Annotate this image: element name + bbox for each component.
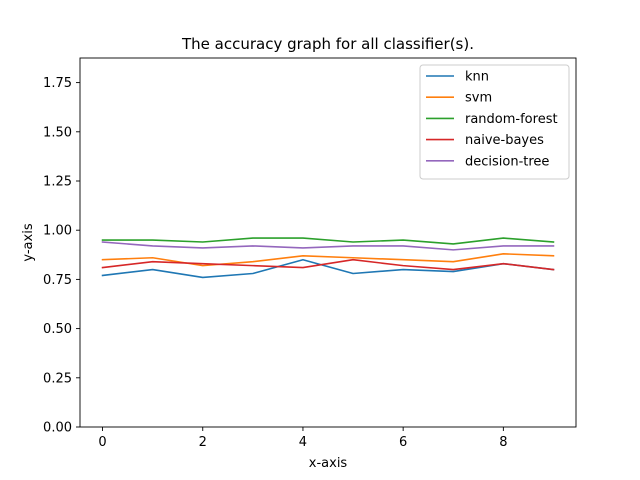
legend-label-naive-bayes: naive-bayes bbox=[465, 133, 544, 148]
series-line-knn bbox=[101, 258, 555, 279]
y-tick-label: 0.25 bbox=[43, 371, 72, 386]
y-tick-label: 1.75 bbox=[43, 76, 72, 91]
legend: knn svm random-forest naive-bayes decision-t… bbox=[419, 64, 570, 180]
series-line-naive-bayes bbox=[101, 258, 555, 271]
y-tick-label: 0.75 bbox=[43, 273, 72, 288]
axes-frame bbox=[79, 57, 577, 428]
series-line-random-forest bbox=[101, 237, 555, 245]
chart-title: The accuracy graph for all classifier(s)… bbox=[181, 35, 474, 53]
y-tick-label: 0.00 bbox=[43, 421, 72, 436]
y-tick-label: 1.50 bbox=[43, 125, 72, 140]
y-axis-label: y-axis bbox=[21, 223, 36, 261]
legend-label-random-forest: random-forest bbox=[465, 112, 558, 127]
series-line-decision-tree bbox=[101, 241, 555, 251]
x-tick-label: 8 bbox=[499, 435, 507, 450]
x-tick-label: 6 bbox=[399, 435, 407, 450]
legend-box bbox=[419, 64, 570, 180]
series-lines bbox=[101, 237, 555, 279]
x-axis-label: x-axis bbox=[309, 456, 348, 471]
series-line-svm bbox=[101, 253, 555, 267]
legend-label-svm: svm bbox=[465, 91, 492, 106]
x-tick-label: 4 bbox=[299, 435, 307, 450]
y-tick-label: 1.25 bbox=[43, 175, 72, 190]
y-tick-label: 1.00 bbox=[43, 224, 72, 239]
x-tick-label: 0 bbox=[98, 435, 106, 450]
x-tick-label: 2 bbox=[199, 435, 207, 450]
y-tick-label: 0.50 bbox=[43, 322, 72, 337]
legend-label-knn: knn bbox=[465, 70, 489, 85]
legend-label-decision-tree: decision-tree bbox=[465, 154, 549, 169]
axes: 0 2 4 6 8 0.00 0.25 0.50 0.75 1.00 1.25 1.50 1.75 bbox=[43, 57, 577, 450]
